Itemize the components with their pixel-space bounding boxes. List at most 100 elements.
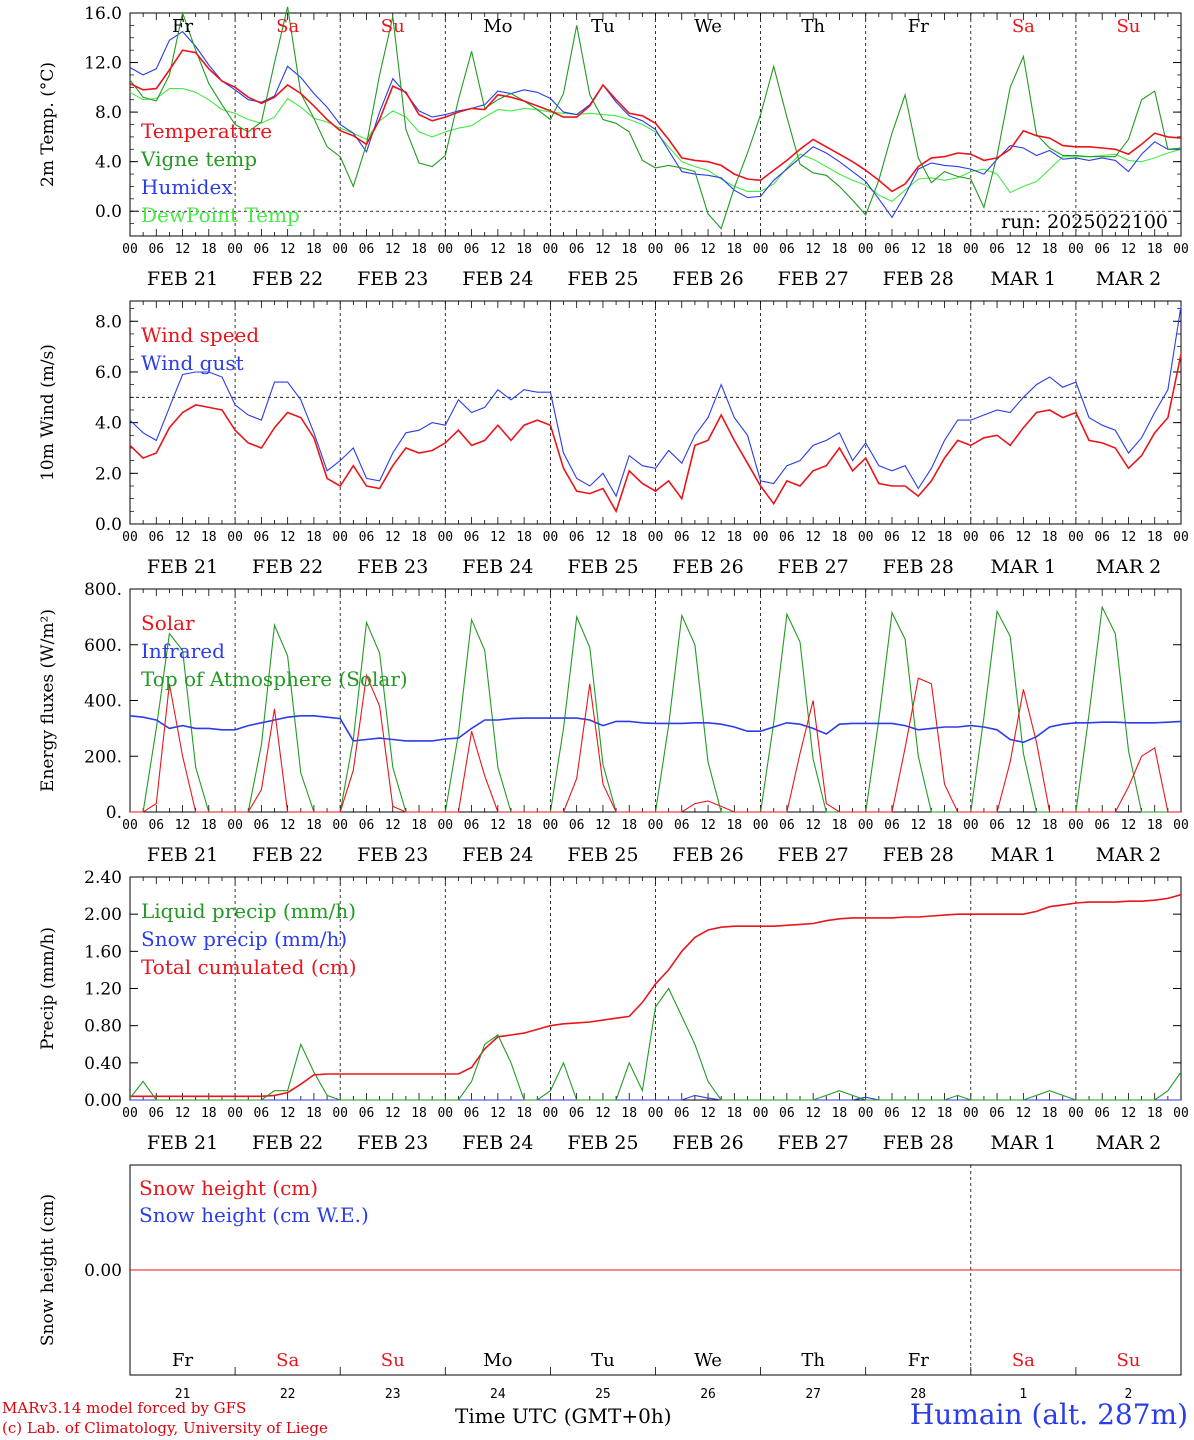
y-tick-label: 12.0 [84,54,122,74]
y-axis-label: Energy fluxes (W/m²) [38,609,58,792]
series-line [130,673,1181,813]
date-label: FEB 26 [672,556,743,578]
hour-label: 00 [1173,530,1189,545]
lab-credit: (c) Lab. of Climatology, University of L… [2,1419,328,1437]
hour-label: 18 [726,1106,742,1121]
date-label: FEB 21 [147,1132,218,1154]
date-label: FEB 28 [883,844,954,866]
day-number-label: 28 [910,1387,926,1402]
weekday-label: Su [1116,16,1140,37]
hour-label: 12 [1121,818,1137,833]
hour-label: 06 [674,242,690,257]
hour-label: 00 [543,242,559,257]
hour-label: 12 [175,242,191,257]
hour-label: 06 [1094,242,1110,257]
hour-label: 12 [1016,818,1032,833]
hour-label: 18 [832,530,848,545]
weekday-label: Su [1116,1350,1140,1371]
hour-label: 12 [595,242,611,257]
y-tick-label: 2.40 [84,868,122,888]
hour-label: 18 [516,1106,532,1121]
weekday-label: Sa [276,1350,299,1371]
legend-entry: Wind speed [141,323,259,347]
hour-label: 00 [437,530,453,545]
day-number-label: 22 [280,1387,296,1402]
hour-label: 00 [1173,1106,1189,1121]
hour-label: 12 [280,1106,296,1121]
hour-label: 12 [1016,1106,1032,1121]
weekday-label: Su [381,16,405,37]
hour-label: 18 [411,1106,427,1121]
hour-label: 18 [832,242,848,257]
series-line [129,306,1182,498]
hour-label: 12 [490,530,506,545]
hour-label: 18 [621,530,637,545]
time-axis-label: Time UTC (GMT+0h) [455,1404,672,1428]
date-label: FEB 27 [778,844,849,866]
hour-label: 06 [674,1106,690,1121]
plot-frame [129,588,1182,813]
model-credit: MARv3.14 model forced by GFS [2,1399,247,1417]
date-label: FEB 27 [778,268,849,290]
hour-label: 18 [201,242,217,257]
hour-label: 12 [1121,1106,1137,1121]
date-label: FEB 23 [357,268,428,290]
hour-label: 00 [227,818,243,833]
date-label: FEB 23 [357,556,428,578]
day-number-label: 21 [175,1387,191,1402]
hour-label: 12 [805,1106,821,1121]
hour-label: 18 [726,530,742,545]
date-label: FEB 24 [462,556,533,578]
hour-label: 18 [1147,818,1163,833]
date-label: FEB 24 [462,268,533,290]
series-line [129,987,1182,1101]
hour-label: 18 [832,1106,848,1121]
hour-label: 00 [963,530,979,545]
hour-label: 00 [858,818,874,833]
y-axis-label: 10m Wind (m/s) [38,344,58,481]
hour-label: 06 [254,530,270,545]
hour-label: 18 [937,818,953,833]
date-label: MAR 1 [991,1132,1057,1154]
hour-label: 00 [437,818,453,833]
hour-label: 00 [227,1106,243,1121]
date-label: FEB 25 [567,1132,638,1154]
date-label: MAR 2 [1096,844,1162,866]
hour-label: 12 [1121,530,1137,545]
hour-label: 12 [385,530,401,545]
hour-label: 12 [910,818,926,833]
hour-label: 06 [1094,1106,1110,1121]
hour-label: 06 [1094,530,1110,545]
y-tick-label: 0.00 [84,1091,122,1111]
hour-label: 06 [989,1106,1005,1121]
hour-label: 12 [910,242,926,257]
y-tick-label: 2.00 [84,905,122,925]
date-label: FEB 21 [147,844,218,866]
weekday-label: Fr [908,1350,929,1371]
date-label: FEB 22 [252,556,323,578]
hour-label: 00 [648,530,664,545]
weekday-label: Su [381,1350,405,1371]
hour-label: 18 [201,530,217,545]
hour-label: 12 [805,530,821,545]
hour-label: 00 [1068,242,1084,257]
hour-label: 06 [254,1106,270,1121]
series-line [129,30,1181,219]
hour-label: 00 [543,530,559,545]
y-tick-label: 16.0 [84,4,122,24]
weekday-label: Th [801,1350,825,1371]
hour-label: 06 [989,242,1005,257]
hour-label: 18 [621,1106,637,1121]
hour-label: 06 [569,1106,585,1121]
weekday-label: Mo [483,16,512,37]
date-label: FEB 27 [778,556,849,578]
date-label: FEB 23 [357,1132,428,1154]
hour-label: 06 [464,530,480,545]
hour-label: 00 [753,818,769,833]
date-label: FEB 24 [462,1132,533,1154]
hour-label: 12 [280,818,296,833]
hour-label: 18 [1147,242,1163,257]
weekday-label: Tu [591,16,615,37]
hour-label: 00 [963,1106,979,1121]
hour-label: 06 [1094,818,1110,833]
